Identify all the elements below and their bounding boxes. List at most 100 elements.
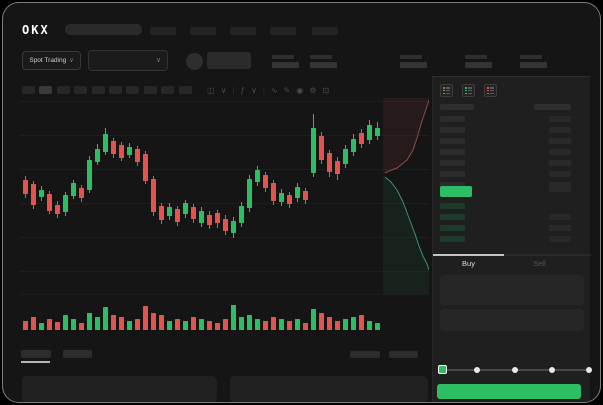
ask-row-amount[interactable]: [549, 149, 571, 155]
ask-row-price[interactable]: [440, 127, 465, 133]
tab-sell[interactable]: Sell: [533, 259, 546, 268]
book-col-header-amount: [534, 104, 571, 110]
volume-bar: [207, 321, 212, 330]
range-control-placeholder[interactable]: [389, 351, 418, 358]
amount-input[interactable]: [440, 309, 584, 331]
bid-row-price[interactable]: [440, 214, 465, 220]
ask-row-price[interactable]: [440, 171, 465, 177]
timeframe-button[interactable]: [39, 86, 53, 94]
ask-row-amount[interactable]: [549, 160, 571, 166]
volume-bar: [247, 315, 252, 330]
candle: [39, 190, 44, 197]
bottom-active-tab-indicator: [21, 361, 50, 363]
line-tool-icon[interactable]: ∿: [270, 85, 278, 95]
fullscreen-icon[interactable]: ⊡: [322, 85, 330, 95]
bid-row-price[interactable]: [440, 225, 465, 231]
book-view-bids-icon[interactable]: [462, 84, 475, 97]
draw-icon[interactable]: ✎: [283, 85, 291, 95]
amount-slider[interactable]: [438, 365, 592, 374]
volume-bar: [319, 313, 324, 330]
chevron-down-icon[interactable]: ∨: [220, 85, 227, 95]
slider-handle[interactable]: [438, 365, 447, 374]
timeframe-button[interactable]: [22, 86, 35, 94]
bid-row-amount[interactable]: [549, 236, 571, 242]
timeframe-button[interactable]: [126, 86, 140, 94]
ask-row-amount[interactable]: [549, 116, 571, 122]
nav-item-placeholder[interactable]: [190, 27, 216, 35]
ask-row-amount[interactable]: [549, 127, 571, 133]
volume-bar: [135, 319, 140, 330]
camera-icon[interactable]: ◉: [296, 85, 304, 95]
gridline: [20, 203, 429, 204]
candle: [79, 188, 84, 198]
stat-label-placeholder: [310, 55, 332, 59]
candle: [111, 141, 116, 154]
market-type-dropdown[interactable]: Spot Trading ∨: [22, 51, 81, 70]
last-price-bar[interactable]: [440, 186, 472, 197]
orders-panel-placeholder[interactable]: [22, 376, 217, 403]
depth-chart: [383, 98, 429, 294]
candle: [343, 149, 348, 164]
timeframe-button[interactable]: [109, 86, 122, 94]
search-input[interactable]: [65, 24, 142, 35]
candle-style-icon[interactable]: ◫: [207, 85, 215, 95]
volume-bar: [215, 323, 220, 330]
timeframe-button[interactable]: [178, 86, 192, 94]
timeframe-button[interactable]: [56, 86, 70, 94]
chevron-down-icon[interactable]: ∨: [250, 85, 257, 95]
candle: [271, 183, 276, 201]
bid-row-amount[interactable]: [549, 225, 571, 231]
stat-label-placeholder: [465, 55, 487, 59]
depth-asks-curve: [384, 99, 429, 174]
price-input[interactable]: [440, 275, 584, 305]
candle: [87, 160, 92, 190]
slider-step-dot[interactable]: [548, 366, 555, 373]
bid-row-amount[interactable]: [549, 214, 571, 220]
timeframe-button[interactable]: [74, 86, 88, 94]
ask-row-price[interactable]: [440, 116, 465, 122]
book-view-both-icon[interactable]: [440, 84, 453, 97]
tab-buy[interactable]: Buy: [462, 259, 475, 268]
bottom-tab-placeholder[interactable]: [63, 350, 92, 358]
indicators-icon[interactable]: ƒ: [240, 85, 245, 95]
pair-selector-dropdown[interactable]: ∨: [88, 50, 168, 71]
volume-bar: [119, 317, 124, 330]
book-view-asks-icon[interactable]: [484, 84, 497, 97]
volume-bar: [55, 322, 60, 330]
range-control-placeholder[interactable]: [350, 351, 380, 358]
nav-item-placeholder[interactable]: [270, 27, 296, 35]
slider-step-dot[interactable]: [586, 366, 592, 373]
bid-row-price[interactable]: [440, 236, 465, 242]
slider-step-dot[interactable]: [474, 366, 481, 373]
nav-item-placeholder[interactable]: [150, 27, 176, 35]
ask-row-amount[interactable]: [549, 182, 571, 188]
volume-bar: [127, 321, 132, 330]
settings-icon[interactable]: ⚙: [309, 85, 317, 95]
timeframe-button[interactable]: [143, 86, 157, 94]
stat-label-placeholder: [272, 55, 294, 59]
candle: [295, 187, 300, 198]
timeframe-button[interactable]: [91, 86, 105, 94]
gridline: [20, 237, 429, 238]
slider-step-dot[interactable]: [511, 366, 518, 373]
bid-row-price[interactable]: [440, 203, 465, 209]
gridline: [20, 169, 429, 170]
ask-row-price[interactable]: [440, 149, 465, 155]
buy-button[interactable]: [437, 384, 581, 399]
volume-bar: [239, 317, 244, 330]
divider: |: [232, 85, 235, 95]
ask-row-price[interactable]: [440, 160, 465, 166]
bottom-tab-placeholder[interactable]: [21, 350, 51, 358]
ask-row-price[interactable]: [440, 182, 465, 188]
ask-row-amount[interactable]: [549, 138, 571, 144]
volume-bar: [199, 319, 204, 330]
ask-row-amount[interactable]: [549, 171, 571, 177]
chevron-down-icon: ∨: [69, 58, 74, 64]
timeframe-button[interactable]: [161, 86, 175, 94]
history-panel-placeholder[interactable]: [230, 376, 428, 403]
nav-item-placeholder[interactable]: [312, 27, 338, 35]
nav-item-placeholder[interactable]: [230, 27, 256, 35]
ask-row-price[interactable]: [440, 138, 465, 144]
volume-bar: [95, 317, 100, 330]
